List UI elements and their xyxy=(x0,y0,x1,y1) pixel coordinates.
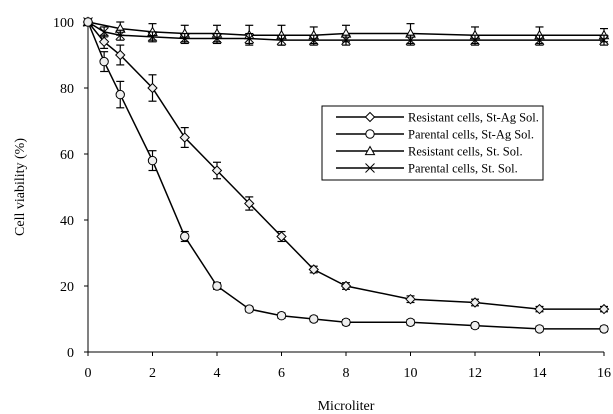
axes: 0 2 4 6 8 10 12 14 16 0 20 40 60 80 100 xyxy=(53,16,611,381)
marker-circle xyxy=(341,317,351,327)
series-diamond xyxy=(82,16,610,315)
marker-diamond xyxy=(276,231,287,242)
marker-circle xyxy=(309,314,319,324)
marker-circle xyxy=(244,304,254,314)
marker-cross-stroke xyxy=(147,31,158,42)
series-line xyxy=(87,21,604,310)
x-tick-label: 12 xyxy=(468,366,482,381)
marker-diamond xyxy=(244,198,255,209)
marker-cross-stroke xyxy=(534,35,545,46)
marker-cross-stroke xyxy=(179,33,190,44)
marker-cross-stroke xyxy=(212,33,222,44)
marker-circle xyxy=(534,324,545,334)
marker-cross xyxy=(599,35,609,46)
marker-cross-stroke xyxy=(308,35,319,46)
x-tick-label: 14 xyxy=(533,366,547,381)
series-line xyxy=(87,21,604,41)
marker-diamond xyxy=(308,264,319,275)
series-circle xyxy=(83,17,609,334)
marker-diamond xyxy=(340,280,352,292)
legend-label: Resistant cells, St-Ag Sol. xyxy=(408,111,539,125)
x-tick-label: 2 xyxy=(149,366,156,381)
y-tick-label: 20 xyxy=(60,280,74,295)
x-tick-label: 6 xyxy=(278,366,285,381)
marker-diamond xyxy=(405,293,416,305)
legend-label: Parental cells, St-Ag Sol. xyxy=(408,128,534,142)
plot-area xyxy=(82,16,610,334)
marker-diamond xyxy=(115,49,126,61)
marker-diamond xyxy=(469,297,481,308)
legend-item: Resistant cells, St-Ag Sol. xyxy=(336,111,539,125)
marker-cross xyxy=(115,30,126,41)
y-tick-label: 80 xyxy=(60,82,74,97)
series-line xyxy=(87,21,604,330)
marker-diamond xyxy=(147,82,158,94)
marker-circle xyxy=(180,231,190,242)
marker-cross xyxy=(212,33,222,44)
y-tick-label: 100 xyxy=(53,16,74,31)
x-tick-label: 16 xyxy=(597,366,611,381)
x-tick-label: 10 xyxy=(404,366,418,381)
marker-cross xyxy=(470,35,480,46)
marker-circle xyxy=(365,129,375,139)
legend-item: Parental cells, St-Ag Sol. xyxy=(336,128,534,142)
marker-diamond xyxy=(211,165,223,176)
marker-circle xyxy=(276,311,287,321)
legend: Resistant cells, St-Ag Sol. Parental cell… xyxy=(321,105,544,181)
marker-circle xyxy=(212,281,222,291)
marker-cross xyxy=(179,33,190,44)
marker-circle xyxy=(99,56,109,67)
marker-triangle xyxy=(364,145,376,156)
legend-label: Resistant cells, St. Sol. xyxy=(408,145,523,159)
y-tick-label: 0 xyxy=(67,346,74,361)
marker-diamond xyxy=(179,132,190,143)
x-tick-label: 8 xyxy=(343,366,350,381)
marker-cross xyxy=(147,31,158,42)
marker-cross xyxy=(534,35,545,46)
marker-circle xyxy=(147,155,158,166)
marker-cross-stroke xyxy=(599,35,609,46)
y-tick-label: 40 xyxy=(60,214,74,229)
marker-cross-stroke xyxy=(365,163,375,173)
legend-item: Resistant cells, St. Sol. xyxy=(336,145,523,159)
marker-circle xyxy=(599,324,609,334)
marker-cross xyxy=(244,33,255,44)
marker-cross-stroke xyxy=(470,35,480,46)
legend-label: Parental cells, St. Sol. xyxy=(408,162,518,176)
y-axis-title: Cell viability (%) xyxy=(13,138,28,236)
marker-cross-stroke xyxy=(341,35,351,46)
marker-circle xyxy=(405,317,416,327)
marker-cross-stroke xyxy=(244,33,255,44)
marker-circle xyxy=(83,17,93,27)
x-ticks: 0 2 4 6 8 10 12 14 16 xyxy=(85,352,611,381)
marker-cross-stroke xyxy=(405,35,416,46)
marker-cross xyxy=(276,35,287,46)
x-tick-label: 0 xyxy=(85,366,92,381)
marker-circle xyxy=(470,320,480,331)
marker-circle xyxy=(115,89,125,100)
x-tick-label: 4 xyxy=(214,366,221,381)
marker-cross xyxy=(308,35,319,46)
x-axis-title: Microliter xyxy=(318,399,375,414)
marker-cross-stroke xyxy=(115,30,126,41)
marker-diamond xyxy=(598,303,610,315)
marker-diamond xyxy=(98,36,110,48)
marker-cross xyxy=(405,35,416,46)
marker-diamond xyxy=(364,111,376,123)
marker-diamond xyxy=(534,303,545,315)
y-tick-label: 60 xyxy=(60,148,74,163)
legend-item: Parental cells, St. Sol. xyxy=(336,162,518,176)
marker-cross-stroke xyxy=(276,35,287,46)
marker-cross xyxy=(365,163,375,173)
marker-cross xyxy=(341,35,351,46)
y-ticks: 0 20 40 60 80 100 xyxy=(53,16,88,361)
